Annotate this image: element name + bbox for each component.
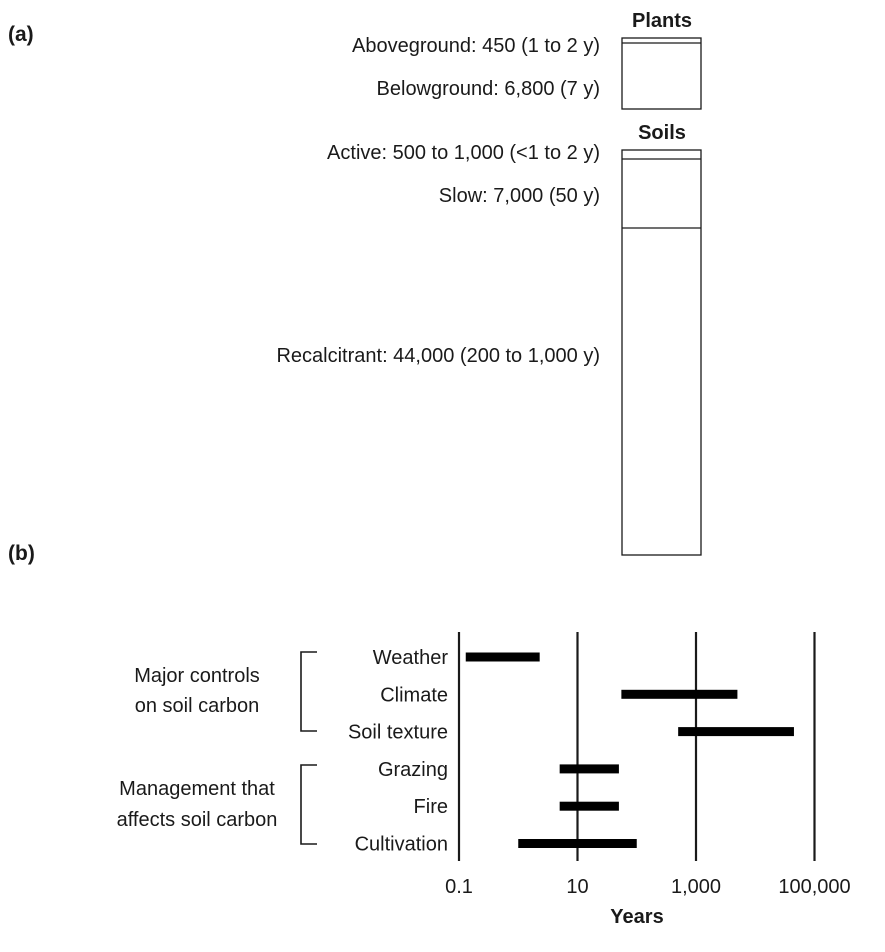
category-labels: Weather Climate Soil texture Grazing Fire Cul… [348,647,448,856]
x-tick-label: 0.1 [445,876,473,898]
pool-label-recalcitrant: Recalcitrant: 44,000 (200 to 1,000 y) [276,345,600,367]
soils-title: Soils [638,122,686,144]
category-label-weather: Weather [373,647,449,669]
range-bar-soil-texture [678,727,794,737]
group-label-major-controls-line1: Major controls [134,665,260,687]
panel-a: (a) Plants Aboveground: 450 (1 to 2 y) B… [8,10,702,556]
pool-label-aboveground: Aboveground: 450 (1 to 2 y) [352,35,600,57]
range-bar-weather [465,652,540,662]
bracket-major-controls [300,651,317,732]
panel-b: (b) Weather Climate Soil texture Grazing Fir… [8,542,851,928]
x-tick-labels: 0.1 10 1,000 100,000 [445,876,851,898]
range-bar-grazing [559,764,619,774]
group-label-management-line1: Management that [119,778,275,800]
plants-box [621,37,702,110]
category-label-fire: Fire [414,796,448,818]
category-label-soil-texture: Soil texture [348,722,448,744]
range-bar-climate [621,689,738,699]
category-label-cultivation: Cultivation [355,834,448,856]
x-tick-label: 10 [566,876,588,898]
range-bar-fire [559,801,619,811]
pool-label-slow: Slow: 7,000 (50 y) [439,185,600,207]
panel-b-label: (b) [8,542,35,565]
bracket-management [300,764,317,845]
x-axis-title: Years [610,906,663,928]
panel-a-label: (a) [8,23,34,46]
x-tick-label: 1,000 [671,876,721,898]
pool-label-active: Active: 500 to 1,000 (<1 to 2 y) [327,142,600,164]
range-bar-cultivation [518,839,637,848]
range-bars [465,652,794,848]
x-gridlines [457,632,816,861]
category-label-grazing: Grazing [378,759,448,781]
soils-box [621,149,702,556]
x-tick-label: 100,000 [778,876,850,898]
plants-title: Plants [632,10,692,32]
category-label-climate: Climate [380,684,448,706]
group-label-management-line2: affects soil carbon [117,809,278,831]
group-label-major-controls-line2: on soil carbon [135,695,260,717]
pool-label-belowground: Belowground: 6,800 (7 y) [377,78,600,100]
